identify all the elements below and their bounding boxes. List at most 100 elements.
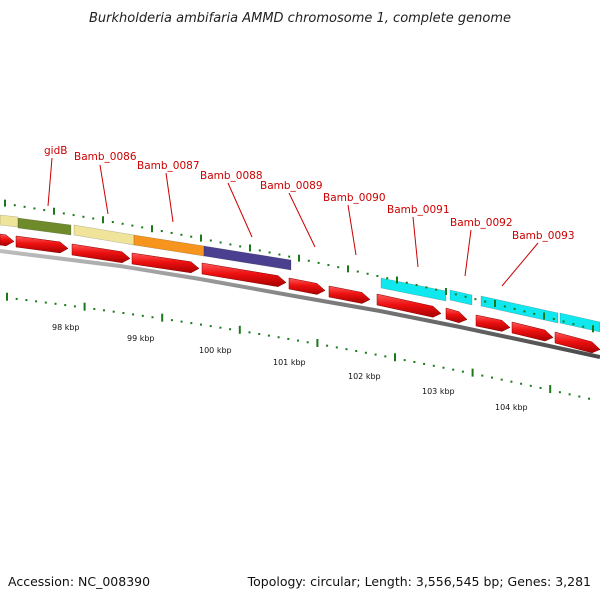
tick-mark — [523, 310, 526, 313]
tick-mark — [317, 261, 320, 264]
scale-tick — [54, 302, 57, 305]
scale-tick — [25, 299, 28, 302]
tick-mark — [366, 272, 369, 275]
scale-tick — [141, 314, 144, 317]
tick-mark — [307, 259, 310, 262]
scale-tick — [132, 313, 135, 316]
gene-label[interactable]: Bamb_0086 — [74, 151, 137, 163]
scale-tick — [355, 349, 358, 352]
cog-block — [0, 214, 19, 228]
gene-label[interactable]: Bamb_0089 — [260, 180, 323, 192]
scale-tick — [481, 374, 484, 377]
gc-tick-track — [4, 199, 594, 333]
gene-label-leaders — [47, 157, 539, 287]
scale-tick — [151, 316, 154, 319]
cog-block — [17, 217, 72, 236]
tick-mark — [552, 317, 555, 320]
accession-text: Accession: NC_008390 — [8, 574, 150, 589]
scale-tick — [558, 391, 561, 394]
scale-tick — [229, 328, 232, 331]
scale-tick — [432, 364, 435, 367]
scale-tick — [588, 397, 590, 400]
gene-label[interactable]: Bamb_0092 — [450, 217, 513, 229]
cog-block — [380, 277, 447, 302]
leader-line — [227, 182, 253, 238]
scale-tick — [258, 332, 261, 335]
tick-mark — [347, 265, 349, 273]
gene-label[interactable]: Bamb_0090 — [323, 192, 386, 204]
scale-label: 104 kbp — [495, 403, 528, 412]
tick-mark — [209, 239, 212, 242]
tick-mark — [200, 234, 202, 242]
cog-block — [480, 295, 559, 324]
scale-tick — [500, 378, 503, 381]
cog-feature-track — [0, 214, 600, 333]
tick-mark — [151, 225, 153, 233]
scale-tick — [238, 325, 241, 334]
scale-label: 99 kbp — [127, 334, 155, 343]
gene-label[interactable]: gidB — [44, 145, 67, 157]
tick-mark — [572, 323, 575, 326]
tick-mark — [131, 224, 134, 227]
tick-mark — [229, 243, 232, 246]
scale-tick — [316, 338, 319, 347]
scale-tick — [248, 331, 251, 334]
tick-mark — [464, 295, 467, 298]
scale-tick — [403, 359, 406, 362]
tick-mark — [445, 288, 447, 296]
cds-arrow — [511, 321, 554, 342]
scale-label: 102 kbp — [348, 372, 381, 381]
scale-tick — [64, 304, 67, 307]
leader-line — [288, 192, 316, 248]
chromosome-backbone — [0, 249, 600, 359]
scale-tick — [529, 384, 532, 387]
genome-summary-text: Topology: circular; Length: 3,556,545 bp… — [247, 574, 591, 589]
tick-mark — [82, 215, 85, 218]
scale-label: 101 kbp — [273, 358, 306, 367]
tick-mark — [592, 325, 594, 333]
tick-mark — [43, 209, 46, 212]
scale-tick — [15, 297, 18, 300]
scale-tick — [297, 339, 299, 342]
tick-mark — [239, 245, 242, 248]
scale-tick — [219, 326, 222, 329]
cds-feature-track — [0, 233, 600, 354]
gene-label[interactable]: Bamb_0087 — [137, 160, 200, 172]
cds-arrow — [554, 331, 600, 354]
scale-tick — [93, 307, 96, 310]
scale-tick — [345, 348, 348, 351]
tick-mark — [386, 277, 389, 280]
tick-mark — [160, 230, 163, 233]
cds-arrow — [288, 277, 326, 295]
scale-tick — [549, 385, 552, 394]
tick-mark — [356, 270, 359, 273]
tick-mark — [425, 286, 428, 289]
cds-arrow — [328, 285, 371, 304]
leader-line — [165, 172, 174, 223]
scale-tick — [161, 313, 164, 322]
tick-mark — [503, 305, 506, 308]
scale-tick — [394, 353, 396, 362]
cog-block — [559, 312, 600, 333]
scale-tick — [180, 320, 183, 323]
gene-label[interactable]: Bamb_0091 — [387, 204, 450, 216]
cds-arrow — [376, 293, 442, 318]
tick-mark — [543, 312, 545, 320]
gene-label[interactable]: Bamb_0093 — [512, 230, 575, 242]
tick-mark — [249, 244, 251, 252]
tick-mark — [170, 231, 173, 234]
scale-tick — [44, 301, 47, 304]
leader-line — [412, 216, 419, 268]
cog-block — [449, 289, 473, 306]
leader-line — [501, 242, 539, 287]
scale-tick — [306, 341, 309, 344]
cog-block — [73, 224, 135, 246]
gene-label[interactable]: Bamb_0088 — [200, 170, 263, 182]
tick-mark — [111, 221, 114, 224]
tick-mark — [513, 307, 516, 310]
tick-mark — [337, 266, 340, 269]
tick-mark — [62, 212, 65, 215]
tick-mark — [562, 320, 565, 323]
tick-mark — [190, 235, 193, 238]
tick-mark — [278, 253, 281, 256]
